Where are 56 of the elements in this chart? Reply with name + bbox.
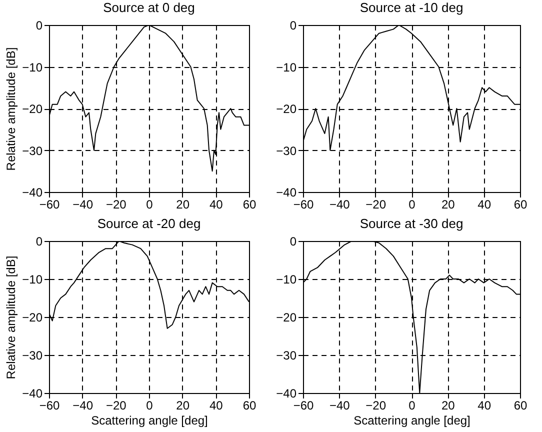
y-tick-label: −40 xyxy=(22,386,43,400)
x-tick-label: 20 xyxy=(441,198,456,212)
x-tick-label: 0 xyxy=(408,198,416,212)
y-tick-label: −20 xyxy=(276,102,297,116)
x-tick-label: 0 xyxy=(146,198,154,212)
x-tick-label: −60 xyxy=(293,198,314,212)
x-tick-label: −60 xyxy=(39,198,60,212)
y-tick-label: −20 xyxy=(276,310,297,324)
x-tick-label: 20 xyxy=(176,398,190,412)
y-tick-label: −20 xyxy=(22,102,43,116)
y-tick-label: −30 xyxy=(276,348,297,362)
y-tick-label: −30 xyxy=(276,144,297,158)
x-tick-label: −40 xyxy=(72,198,94,212)
x-tick-label: 40 xyxy=(478,398,492,412)
x-tick-label: 40 xyxy=(209,198,224,212)
y-tick-label: −10 xyxy=(276,272,297,286)
y-axis-title: Relative amplitude [dB] xyxy=(4,256,18,380)
x-tick-label: −40 xyxy=(72,398,94,412)
x-tick-label: 20 xyxy=(176,198,190,212)
chart-title: Source at -30 deg xyxy=(360,216,464,231)
y-axis-title: Relative amplitude [dB] xyxy=(4,47,18,171)
x-tick-label: −20 xyxy=(366,198,386,212)
x-tick-label: −60 xyxy=(39,398,60,412)
y-tick-label: 0 xyxy=(290,234,297,248)
y-tick-label: −10 xyxy=(276,60,297,74)
chart-title: Source at -20 deg xyxy=(97,216,201,231)
chart-title: Source at -10 deg xyxy=(360,0,464,15)
y-tick-label: −30 xyxy=(22,348,43,362)
y-tick-label: −40 xyxy=(22,186,43,200)
x-tick-label: 40 xyxy=(478,198,492,212)
x-tick-label: −20 xyxy=(106,198,127,212)
y-tick-label: 0 xyxy=(290,18,297,32)
y-tick-label: −20 xyxy=(22,310,43,324)
x-tick-label: 60 xyxy=(514,198,528,212)
x-tick-label: 60 xyxy=(242,198,256,212)
y-tick-label: −40 xyxy=(276,386,297,400)
x-tick-label: 60 xyxy=(514,398,528,412)
x-tick-label: 60 xyxy=(242,398,256,412)
x-tick-label: 20 xyxy=(441,398,456,412)
y-tick-label: 0 xyxy=(36,18,43,32)
x-tick-label: 0 xyxy=(146,398,154,412)
x-tick-label: −40 xyxy=(329,198,350,212)
x-axis-title: Scattering angle [deg] xyxy=(91,414,208,428)
x-tick-label: −40 xyxy=(329,398,350,412)
y-tick-label: −10 xyxy=(22,60,43,74)
x-tick-label: 40 xyxy=(209,398,224,412)
y-tick-label: −40 xyxy=(276,186,297,200)
x-tick-label: −20 xyxy=(366,398,386,412)
y-tick-label: 0 xyxy=(36,234,43,248)
y-tick-label: −30 xyxy=(22,144,43,158)
x-axis-title: Scattering angle [deg] xyxy=(354,414,470,428)
chart-title: Source at 0 deg xyxy=(103,0,195,15)
x-tick-label: −60 xyxy=(293,398,314,412)
x-tick-label: 0 xyxy=(408,398,416,412)
x-tick-label: −20 xyxy=(106,398,127,412)
y-tick-label: −10 xyxy=(22,272,43,286)
